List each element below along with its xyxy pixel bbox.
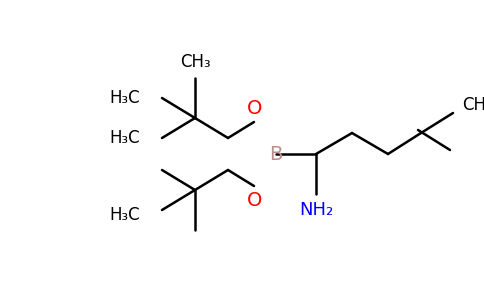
Text: O: O [247, 190, 263, 209]
Text: NH₂: NH₂ [299, 201, 333, 219]
Text: H₃C: H₃C [109, 206, 140, 224]
Text: H₃C: H₃C [109, 129, 140, 147]
Text: O: O [247, 98, 263, 118]
Text: CH₃: CH₃ [180, 53, 211, 71]
Text: B: B [269, 145, 283, 164]
Text: H₃C: H₃C [109, 89, 140, 107]
Text: CH₂: CH₂ [462, 96, 484, 114]
